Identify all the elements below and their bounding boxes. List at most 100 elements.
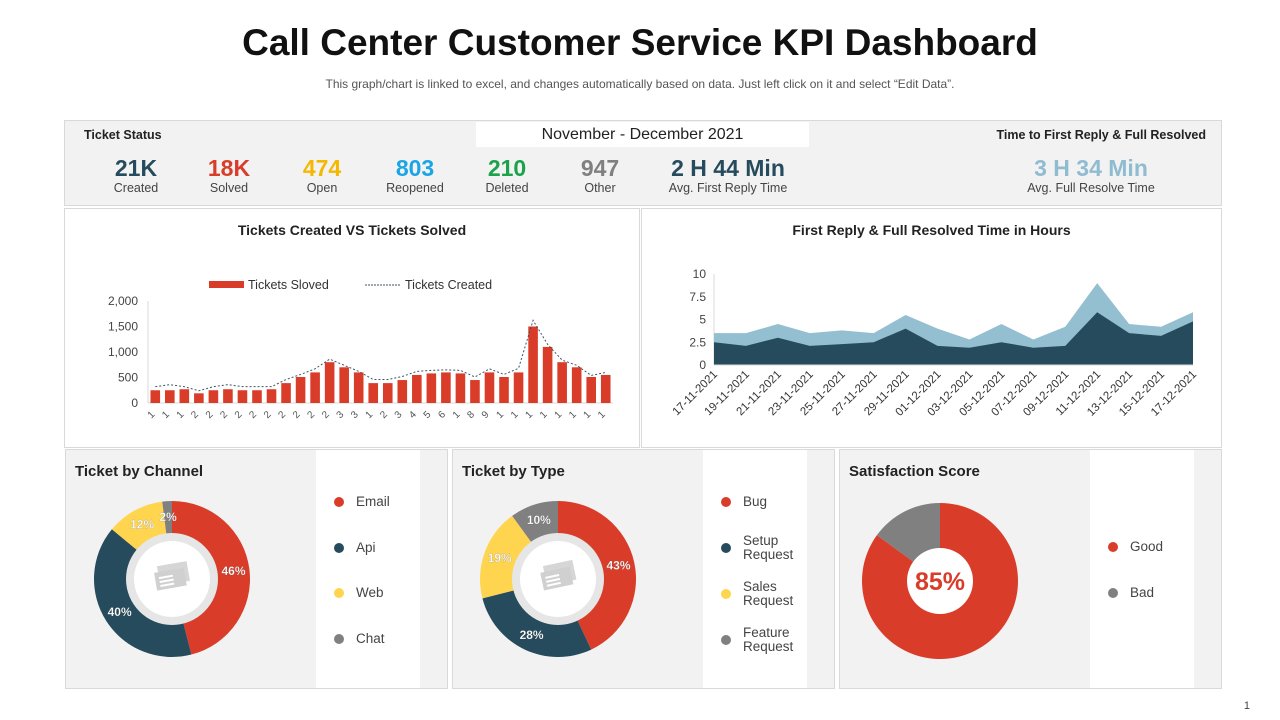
x-tick-label: 1 xyxy=(494,409,506,421)
bar xyxy=(382,383,393,403)
bar xyxy=(179,389,190,403)
chart-title: First Reply & Full Resolved Time in Hour… xyxy=(792,222,1071,238)
legend-item: Bad xyxy=(1108,586,1154,600)
bar xyxy=(150,390,161,403)
x-tick-label: 2 xyxy=(233,409,245,421)
pie-chart[interactable]: 46% 40% 12% 2% xyxy=(66,450,449,690)
kpi-solved: 18K Solved xyxy=(174,155,284,195)
time-area-chart[interactable]: 02.557.51017-11-202119-11-202121-11-2021… xyxy=(642,209,1223,449)
satisfaction-panel: Satisfaction Score Good Bad 85% xyxy=(839,449,1222,689)
ticket-line xyxy=(545,574,560,579)
bar xyxy=(208,390,219,403)
type-panel: Ticket by Type Bug Setup Request Sales Requ… xyxy=(452,449,835,689)
x-tick-label: 4 xyxy=(407,409,419,421)
kpi-strip: Ticket Status November - December 2021 T… xyxy=(64,120,1222,206)
x-tick-label: 2 xyxy=(291,409,303,421)
kpi-label: Avg. First Reply Time xyxy=(668,181,788,195)
period-label: November - December 2021 xyxy=(476,122,809,147)
kpi-label: Deleted xyxy=(485,181,529,195)
kpi-label: Other xyxy=(584,181,616,195)
page-number: 1 xyxy=(1243,700,1250,712)
legend-item: Web xyxy=(334,586,384,600)
area-series-0 xyxy=(714,312,1193,365)
kpi-value: 474 xyxy=(302,155,342,181)
kpi-value: 2 H 44 Min xyxy=(671,155,785,181)
legend-dot xyxy=(334,588,344,598)
legend: Email Api Web Chat xyxy=(316,450,420,688)
pie-chart[interactable]: 85% xyxy=(840,450,1223,690)
x-tick-label: 3 xyxy=(335,409,347,421)
bar xyxy=(412,374,422,403)
kpi-value: 947 xyxy=(580,155,620,181)
bar xyxy=(528,326,538,403)
slice-label: 2% xyxy=(159,510,177,524)
x-tick-label: 1 xyxy=(509,409,521,421)
slice-label: 10% xyxy=(527,513,551,527)
tickets-chart-panel: Tickets Created VS Tickets Solved 0 500 1,… xyxy=(64,208,640,448)
x-tick-label: 1 xyxy=(553,409,565,421)
y-tick-label: 1,500 xyxy=(108,320,138,334)
legend-dot xyxy=(334,543,344,553)
slice-label: 46% xyxy=(221,564,245,578)
kpi-value: 18K xyxy=(207,155,251,181)
page-subtitle: This graph/chart is linked to excel, and… xyxy=(325,77,955,91)
ticket-line xyxy=(546,581,561,587)
kpi-label: Open xyxy=(306,181,338,195)
legend-dot xyxy=(334,634,344,644)
bar xyxy=(455,373,466,403)
ticket-status-label: Ticket Status xyxy=(84,128,162,142)
x-tick-label: 2 xyxy=(276,409,288,421)
x-tick-label: 1 xyxy=(175,409,187,421)
ticket-line xyxy=(160,582,175,587)
x-tick-label: 1 xyxy=(364,409,376,421)
x-tick-label: 6 xyxy=(436,409,448,421)
legend-item: Bug xyxy=(721,495,767,509)
legend: Good Bad xyxy=(1090,450,1194,688)
chart-title: Ticket by Channel xyxy=(75,463,204,480)
x-tick-label: 1 xyxy=(146,409,158,421)
legend-label: Bad xyxy=(1130,585,1155,600)
legend-dot xyxy=(1108,588,1118,598)
slice-label: 40% xyxy=(108,605,132,619)
kpi-created: 21K Created xyxy=(81,155,191,195)
legend-label: Bug xyxy=(743,494,768,509)
chart-title: Satisfaction Score xyxy=(849,463,980,480)
legend-label: Email xyxy=(356,494,390,509)
kpi-avg-first-reply-time: 2 H 44 Min Avg. First Reply Time xyxy=(648,155,808,195)
legend-dot xyxy=(1108,542,1118,552)
pie-chart[interactable]: 43% 28% 19% 10% xyxy=(453,450,836,690)
y-tick-label: 2.5 xyxy=(689,335,706,349)
y-tick-label: 500 xyxy=(118,371,138,385)
satisfaction-value: 85% xyxy=(915,568,965,596)
slice-label: 12% xyxy=(130,518,154,532)
kpi-value: 210 xyxy=(487,155,527,181)
page-title: Call Center Customer Service KPI Dashboa… xyxy=(242,22,1038,63)
kpi-avg-full-resolve-time: 3 H 34 Min Avg. Full Resolve Time xyxy=(1011,155,1171,195)
kpi-label: Solved xyxy=(209,181,249,195)
kpi-reopened: 803 Reopened xyxy=(360,155,470,195)
x-tick-label: 2 xyxy=(320,409,332,421)
bar xyxy=(484,372,495,403)
ticket-icon xyxy=(154,561,190,591)
y-tick-label: 0 xyxy=(699,358,706,372)
ticket-line xyxy=(546,577,561,583)
legend-label: Api xyxy=(356,540,376,555)
legend-dot xyxy=(721,543,731,553)
kpi-other: 947 Other xyxy=(545,155,655,195)
bar xyxy=(499,376,509,403)
kpi-label: Created xyxy=(113,181,159,195)
bar xyxy=(266,389,277,403)
x-tick-label: 5 xyxy=(422,409,434,421)
x-tick-label: 2 xyxy=(247,409,259,421)
bar xyxy=(571,367,582,403)
legend-label-created: Tickets Created xyxy=(405,278,492,292)
bar xyxy=(281,383,291,403)
x-tick-label: 3 xyxy=(349,409,361,421)
legend-label: Feature Request xyxy=(743,625,794,654)
x-tick-label: 1 xyxy=(451,409,463,421)
kpi-deleted: 210 Deleted xyxy=(452,155,562,195)
inner-circle xyxy=(907,548,973,614)
ticket-icon xyxy=(540,559,577,591)
kpi-value: 803 xyxy=(395,155,435,181)
